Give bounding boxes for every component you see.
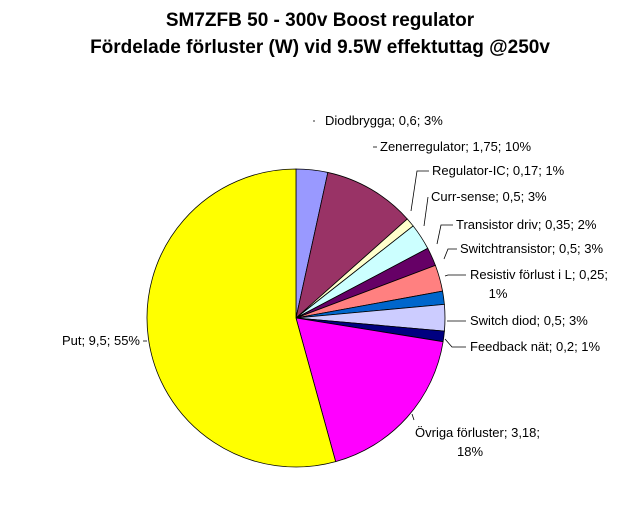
slice-label: Regulator-IC; 0,17; 1% xyxy=(432,163,565,178)
pie-slices xyxy=(146,168,446,468)
slice-label: Switch diod; 0,5; 3% xyxy=(470,313,588,328)
pie-slice-zenerregulator xyxy=(295,171,408,320)
leader-line xyxy=(436,224,453,245)
leader-line xyxy=(411,413,415,421)
slice-label: Diodbrygga; 0,6; 3% xyxy=(325,113,443,128)
leader-line xyxy=(444,338,466,348)
slice-label: 18% xyxy=(457,444,483,459)
leader-line xyxy=(444,274,466,277)
slice-label: Övriga förluster; 3,18; xyxy=(415,425,540,440)
leader-line xyxy=(423,196,429,227)
slice-label: 1% xyxy=(489,286,508,301)
slice-label: Switchtransistor; 0,5; 3% xyxy=(460,241,603,256)
slice-label: Curr-sense; 0,5; 3% xyxy=(431,189,547,204)
leader-line xyxy=(410,170,429,212)
slice-labels: Diodbrygga; 0,6; 3% Zenerregulator; 1,75;… xyxy=(62,113,608,459)
slice-label: Feedback nät; 0,2; 1% xyxy=(470,339,601,354)
chart-title: SM7ZFB 50 - 300v Boost regulator xyxy=(165,10,475,31)
slice-label: Transistor driv; 0,35; 2% xyxy=(456,217,597,232)
leader-line xyxy=(443,248,457,260)
slice-label: Put; 9,5; 55% xyxy=(62,333,140,348)
slice-label: Resistiv förlust i L; 0,25; xyxy=(470,267,608,282)
pie-slice-övriga-förluster xyxy=(295,317,444,463)
pie-slice-put xyxy=(146,168,337,468)
slice-label: Zenerregulator; 1,75; 10% xyxy=(380,139,531,154)
chart-subtitle: Fördelade förluster (W) vid 9.5W effektu… xyxy=(90,37,550,58)
leader-lines xyxy=(143,120,466,421)
